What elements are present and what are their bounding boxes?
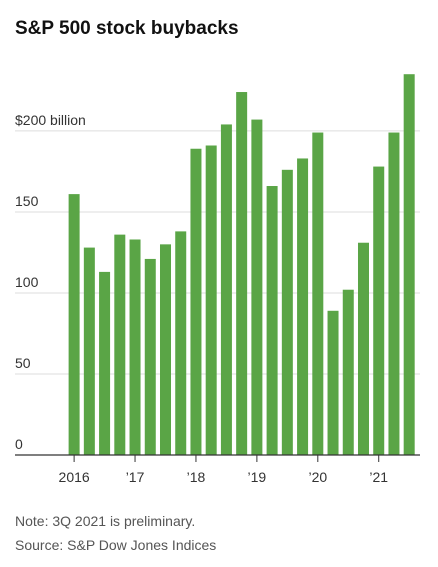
bar (99, 271, 111, 455)
bar (220, 124, 232, 455)
bar (327, 310, 339, 455)
bar (266, 186, 278, 455)
bar (357, 242, 369, 455)
bar (403, 74, 415, 456)
note: Note: 3Q 2021 is preliminary. (15, 513, 195, 529)
x-tick-label: ’17 (126, 469, 145, 485)
x-tick-label: ’19 (248, 469, 267, 485)
y-tick-label: 0 (15, 436, 23, 452)
bar (281, 169, 293, 455)
bar (114, 234, 126, 455)
x-tick-label: ’18 (187, 469, 206, 485)
bar (205, 145, 217, 455)
bar (159, 244, 171, 455)
bar (190, 148, 202, 455)
x-tick-label: ’21 (369, 469, 388, 485)
bar (129, 239, 141, 455)
chart-title: S&P 500 stock buybacks (15, 18, 239, 39)
bar (312, 132, 324, 456)
x-tick-label: ’20 (308, 469, 327, 485)
bar (342, 289, 354, 455)
bar (83, 247, 95, 455)
bar (388, 132, 400, 456)
bar (68, 194, 80, 455)
x-tick-label: 2016 (59, 469, 90, 485)
y-tick-label: 100 (15, 274, 39, 290)
bar (144, 258, 156, 455)
bar (236, 92, 248, 456)
bar (373, 166, 385, 455)
y-tick-label: $200 billion (15, 112, 86, 128)
bar (297, 158, 309, 455)
y-tick-label: 150 (15, 193, 39, 209)
bar (251, 119, 263, 456)
y-tick-label: 50 (15, 355, 31, 371)
bar (175, 231, 187, 455)
source: Source: S&P Dow Jones Indices (15, 537, 216, 553)
